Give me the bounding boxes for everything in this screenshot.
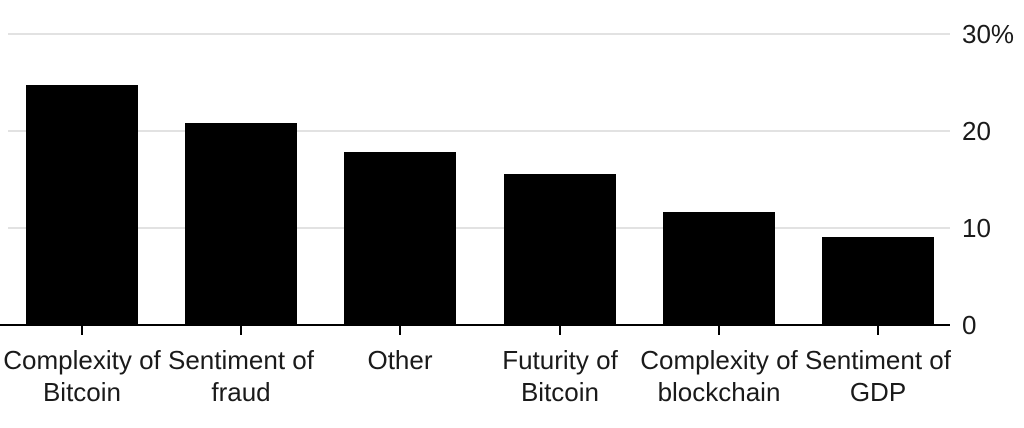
bar-complexity-of-bitcoin: [26, 85, 138, 326]
bar-sentiment-of-fraud: [185, 123, 297, 326]
x-axis-label-line: Sentiment of: [168, 345, 314, 375]
x-axis-label-line: Bitcoin: [42, 377, 122, 407]
x-axis-label-line: GDP: [849, 377, 907, 407]
x-tick-sentiment-of-fraud: [240, 326, 242, 335]
x-axis-label-line: Other: [367, 345, 433, 375]
x-axis-label-line: Bitcoin: [520, 377, 600, 407]
x-axis-label-other: Other: [310, 344, 490, 376]
bar-sentiment-of-gdp: [822, 237, 934, 326]
x-axis-label-line: Complexity of: [640, 345, 798, 375]
x-tick-futurity-of-bitcoin: [559, 326, 561, 335]
x-axis-label-complexity-of-blockchain: Complexity of blockchain: [629, 344, 809, 408]
x-tick-complexity-of-blockchain: [718, 326, 720, 335]
x-axis-label-line: fraud: [211, 377, 271, 407]
x-tick-complexity-of-bitcoin: [81, 326, 83, 335]
x-axis-label-futurity-of-bitcoin: Futurity of Bitcoin: [470, 344, 650, 408]
x-tick-other: [399, 326, 401, 335]
bar-complexity-of-blockchain: [663, 212, 775, 326]
gridline-30: [8, 33, 950, 35]
gridline-20: [8, 130, 950, 132]
x-axis-label-line: blockchain: [657, 377, 781, 407]
bar-futurity-of-bitcoin: [504, 174, 616, 326]
y-axis-label-0: 0: [962, 310, 977, 340]
y-axis-label-10: 10: [962, 213, 991, 243]
y-axis-label-30: 30%: [962, 19, 1015, 49]
x-axis-line: [0, 324, 950, 326]
x-axis-label-complexity-of-bitcoin: Complexity of Bitcoin: [0, 344, 172, 408]
x-axis-label-line: Sentiment of: [805, 345, 951, 375]
gridline-10: [8, 227, 950, 229]
x-axis-label-sentiment-of-fraud: Sentiment of fraud: [151, 344, 331, 408]
x-axis-label-line: Futurity of: [502, 345, 618, 375]
y-axis-label-20: 20: [962, 116, 991, 146]
bar-other: [344, 152, 456, 326]
x-tick-sentiment-of-gdp: [877, 326, 879, 335]
x-axis-label-sentiment-of-gdp: Sentiment of GDP: [788, 344, 968, 408]
x-axis-label-line: Complexity of: [3, 345, 161, 375]
